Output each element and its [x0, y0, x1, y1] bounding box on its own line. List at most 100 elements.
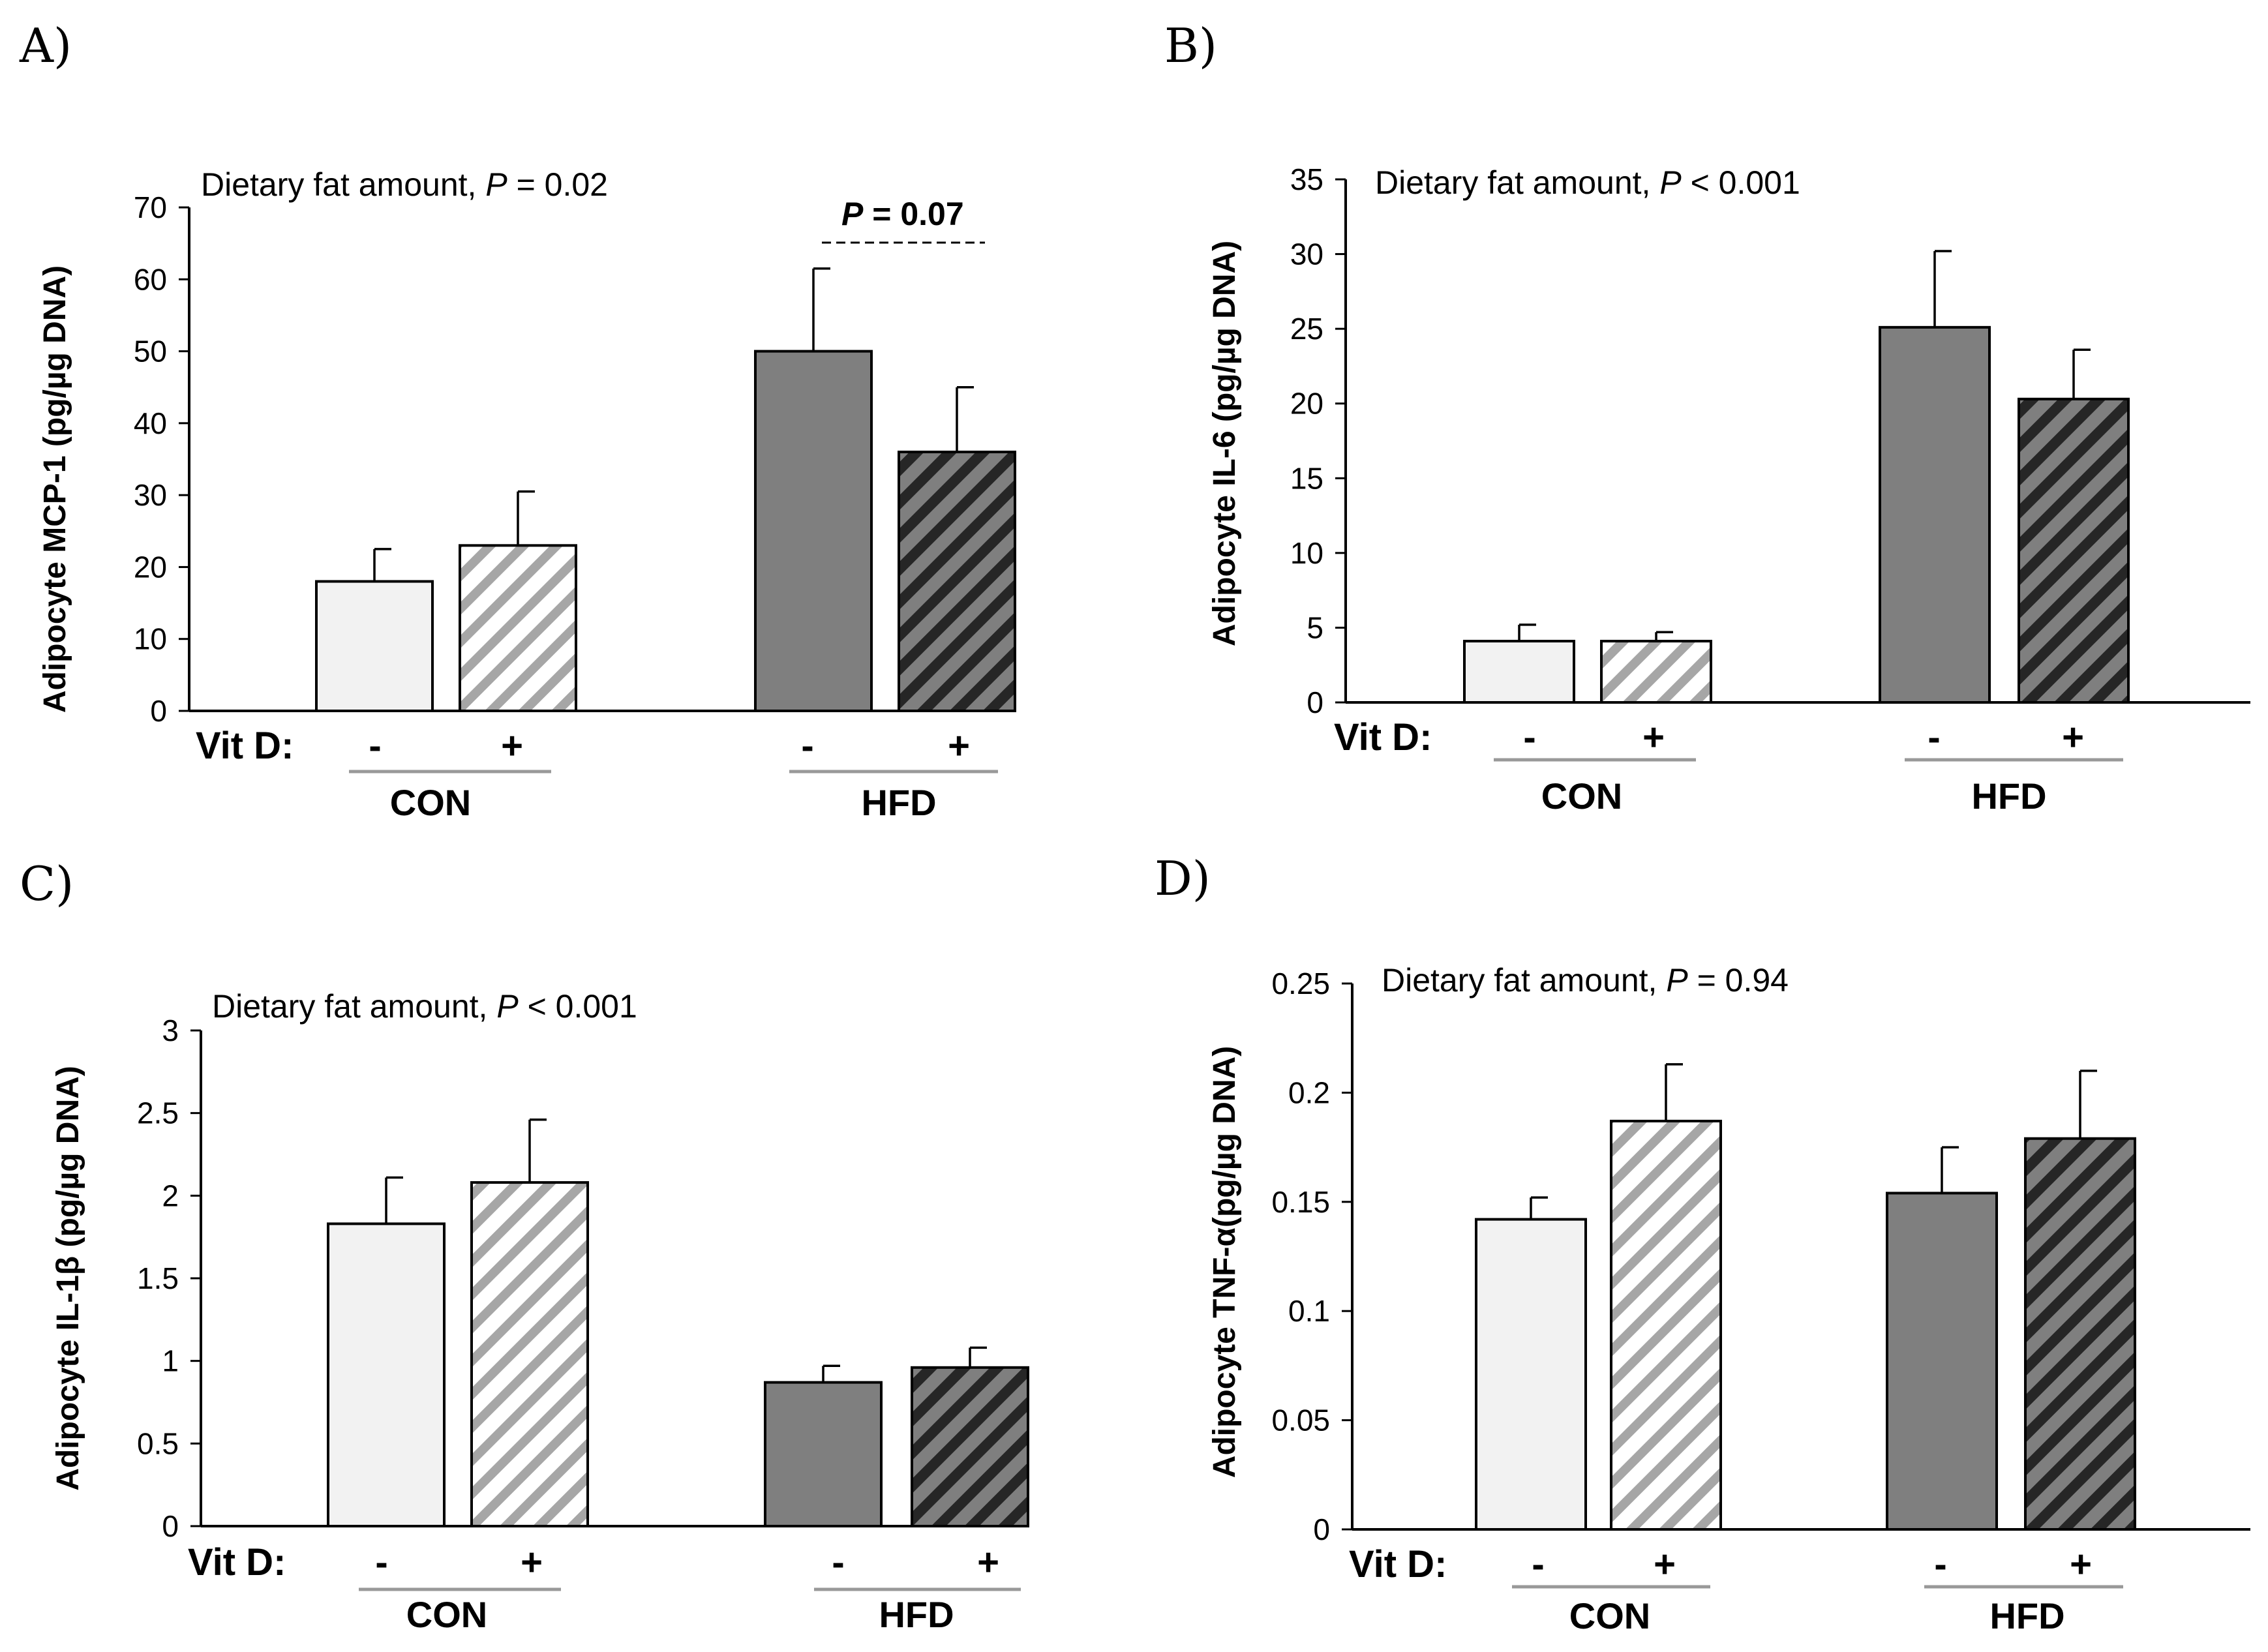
y-tick-label: 0.5 [137, 1426, 179, 1460]
vitd-label: Vit D: [1334, 716, 1432, 758]
y-tick-label: 2 [162, 1179, 179, 1212]
significance-bracket: P = 0.07 [822, 196, 985, 244]
bar-hfd-vitd-plus [2024, 1137, 2136, 1531]
group-label-hfd: HFD [1971, 775, 2046, 817]
bar-hfd-vitd-plus [911, 1366, 1029, 1528]
vitd-plus-sign: + [948, 725, 970, 767]
vitd-minus-sign: - [375, 1541, 387, 1584]
y-tick-label: 1 [162, 1344, 179, 1378]
y-tick-label: 0.15 [1271, 1185, 1330, 1219]
panel-a: A) Dietary fat amount, P = 0.02 Adipocyt… [19, 18, 1016, 823]
bar-con-vitd-minus [315, 580, 434, 712]
vitd-signs: - + - + [1532, 1543, 2092, 1585]
error-bar [373, 548, 391, 582]
y-tick-label: 70 [134, 190, 167, 224]
y-tick-label: 0 [150, 694, 167, 728]
error-bars [373, 267, 974, 582]
bar-con-vitd-plus [470, 1181, 589, 1527]
vitd-minus-sign: - [369, 725, 381, 767]
error-bar [2072, 348, 2091, 399]
y-tick-label: 0.25 [1271, 967, 1330, 1000]
y-tick-label: 25 [1290, 312, 1323, 346]
y-tick-label: 0 [1313, 1512, 1330, 1546]
error-bar [1665, 1063, 1683, 1121]
vitd-label: Vit D: [1349, 1543, 1447, 1585]
y-tick-label: 60 [134, 262, 167, 296]
error-bar [969, 1346, 987, 1368]
vitd-label: Vit D: [196, 725, 294, 767]
vitd-minus-sign: - [1532, 1543, 1544, 1585]
bar-con-vitd-plus [459, 544, 577, 712]
bars [1475, 1119, 2136, 1531]
y-tick-label: 15 [1290, 461, 1323, 495]
error-bars [385, 1119, 987, 1383]
bar-con-vitd-minus [1475, 1218, 1587, 1531]
y-tick-label: 1.5 [137, 1261, 179, 1295]
vitd-minus-sign: - [801, 725, 813, 767]
error-bar [1530, 1196, 1548, 1220]
bar-con-vitd-plus [1600, 640, 1712, 704]
group-label-con: CON [1541, 775, 1622, 817]
group-label-con: CON [1569, 1595, 1650, 1636]
error-bar [528, 1119, 547, 1183]
vitd-minus-sign: - [1523, 716, 1535, 758]
group-label-hfd: HFD [1989, 1595, 2064, 1636]
y-tick-label: 0 [162, 1509, 179, 1543]
panel-b: B) Dietary fat amount, P < 0.001 Adipocy… [1164, 18, 2250, 817]
vitd-minus-sign: - [832, 1541, 844, 1584]
y-tick-label: 20 [1290, 387, 1323, 421]
bar-hfd-vitd-minus [764, 1381, 883, 1528]
y-tick-label: 0.1 [1288, 1294, 1330, 1328]
vitd-plus-sign: + [1654, 1543, 1676, 1585]
y-tick-label: 40 [134, 406, 167, 440]
vitd-plus-sign: + [977, 1541, 999, 1584]
y-tick-label: 10 [1290, 536, 1323, 570]
error-bar [517, 490, 535, 546]
vitd-plus-sign: + [521, 1541, 543, 1584]
vitd-plus-sign: + [1642, 716, 1665, 758]
bar-con-vitd-plus [1610, 1119, 1722, 1531]
error-bar [1941, 1146, 1959, 1194]
vitd-label: Vit D: [188, 1541, 286, 1584]
bar-hfd-vitd-minus [754, 350, 873, 712]
vitd-plus-sign: + [2070, 1543, 2092, 1585]
bars [1463, 325, 2130, 704]
bar-hfd-vitd-minus [1879, 325, 1991, 704]
panel-letter: C) [20, 856, 74, 911]
y-tick-label: 35 [1290, 162, 1323, 196]
vitd-minus-sign: - [1928, 716, 1940, 758]
error-bars [1530, 1063, 2097, 1220]
y-ticks: 0 5 10 15 20 25 30 35 [1290, 162, 1346, 719]
error-bars [1518, 250, 2091, 642]
panel-letter: D) [1155, 851, 1211, 906]
y-tick-label: 0.2 [1288, 1075, 1330, 1109]
error-bar [822, 1364, 840, 1383]
error-bar [1518, 623, 1536, 642]
group-label-con: CON [406, 1594, 487, 1635]
error-bar [385, 1176, 403, 1224]
y-tick-label: 0 [1307, 685, 1323, 719]
error-bar [1655, 631, 1673, 642]
vitd-minus-sign: - [1934, 1543, 1946, 1585]
y-axis-label: Adipocyte TNF-α(pg/µg DNA) [1207, 1046, 1242, 1478]
panel-d: D) Dietary fat amount, P = 0.94 Adipocyt… [1155, 851, 2250, 1636]
bar-con-vitd-minus [327, 1222, 446, 1528]
bars [315, 350, 1016, 712]
dietary-fat-annotation: Dietary fat amount, P = 0.94 [1382, 962, 1789, 999]
error-bar [2079, 1070, 2097, 1139]
y-tick-label: 10 [134, 622, 167, 656]
bar-hfd-vitd-plus [2018, 397, 2130, 704]
y-ticks: 0 0.5 1 1.5 2 2.5 3 [137, 1014, 201, 1543]
error-bar [812, 267, 830, 352]
y-tick-label: 30 [1290, 237, 1323, 271]
y-tick-label: 30 [134, 478, 167, 512]
dietary-fat-annotation: Dietary fat amount, P = 0.02 [201, 166, 608, 203]
panel-c: C) Dietary fat amount, P < 0.001 Adipocy… [20, 856, 1029, 1635]
y-axis-label: Adipocyte IL-1β (pg/µg DNA) [51, 1066, 85, 1491]
vitd-plus-sign: + [2062, 716, 2084, 758]
y-tick-label: 5 [1307, 610, 1323, 644]
y-tick-label: 50 [134, 335, 167, 368]
error-bar [1933, 250, 1952, 327]
y-ticks: 0 10 20 30 40 50 60 70 [134, 190, 189, 728]
